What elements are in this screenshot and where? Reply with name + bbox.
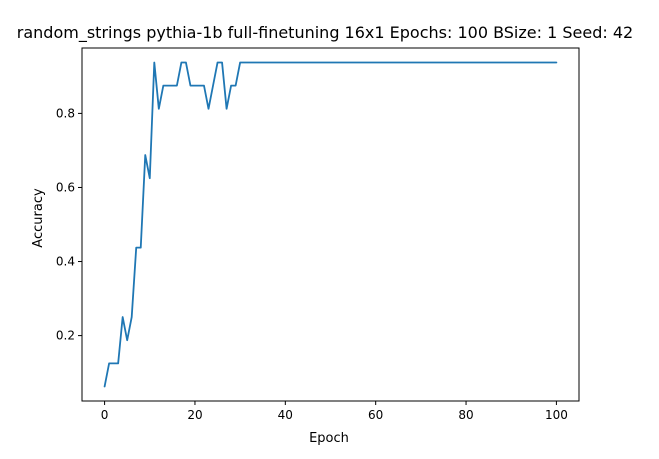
x-tick-label: 60 (368, 408, 383, 422)
y-tick-label: 0.4 (56, 255, 75, 269)
y-axis: 0.2 0.4 0.6 0.8 (56, 106, 82, 343)
x-tick-label: 20 (187, 408, 202, 422)
y-tick-label: 0.6 (56, 180, 75, 194)
x-axis-label: Epoch (309, 431, 349, 446)
plot-area (103, 61, 558, 388)
chart-title: random_strings pythia-1b full-finetuning… (17, 23, 633, 43)
y-tick-label: 0.2 (56, 329, 75, 343)
plot-frame (81, 47, 580, 402)
y-tick-label: 0.8 (56, 106, 75, 120)
y-axis-label: Accuracy (31, 188, 46, 248)
x-tick-label: 80 (458, 408, 473, 422)
series-line (103, 61, 558, 388)
x-tick-label: 40 (278, 408, 293, 422)
x-tick-label: 100 (545, 408, 568, 422)
x-tick-label: 0 (101, 408, 109, 422)
x-axis: 0 20 40 60 80 100 (101, 401, 568, 422)
